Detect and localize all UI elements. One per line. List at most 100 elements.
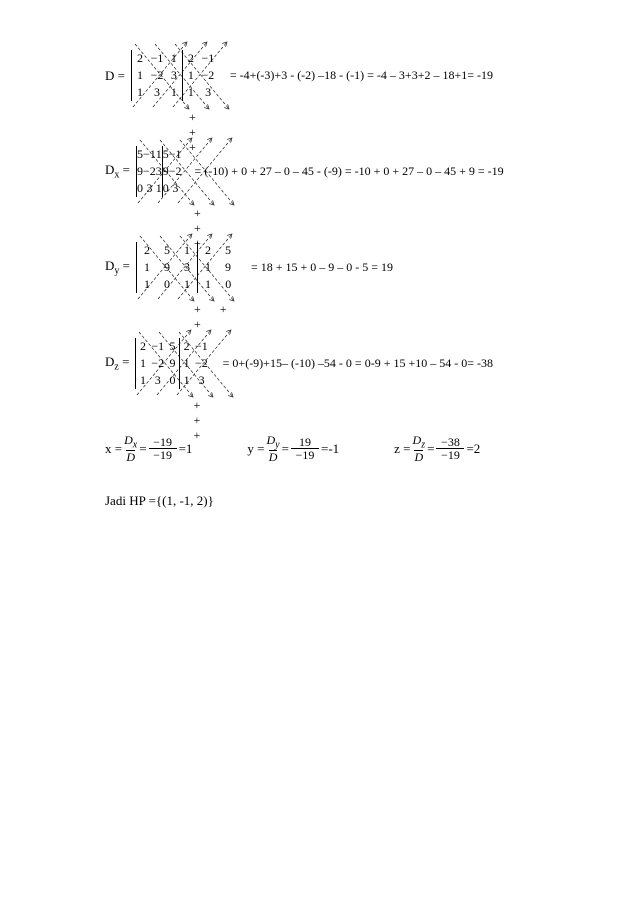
matrix: 2−112−11−231−213113+ + + <box>131 50 218 101</box>
matrix-cell: 5 <box>162 146 169 163</box>
matrix: 251251931910110+ + + <box>136 242 239 293</box>
matrix-cell: 9 <box>166 355 180 372</box>
matrix-cell: 0 <box>162 180 169 197</box>
matrix-cell: −2 <box>193 355 210 372</box>
matrix-cell: 1 <box>177 276 198 293</box>
matrix-cell: −1 <box>143 146 156 163</box>
eq2: = <box>321 441 328 457</box>
matrix-cell: −1 <box>150 338 166 355</box>
matrix-cell: 0 <box>218 276 239 293</box>
matrix-cell: 3 <box>199 84 217 101</box>
frac-num-label: Dz <box>413 434 426 450</box>
matrix-cell: −2 <box>148 67 166 84</box>
matrix-cell: 1 <box>180 355 194 372</box>
y-prefix: y = <box>247 441 264 457</box>
frac-num: −19 <box>149 436 177 448</box>
x-result: 1 <box>186 441 193 457</box>
det-label: Dy = <box>105 258 130 277</box>
y-result: -1 <box>328 441 339 457</box>
matrix-cell: 1 <box>197 276 218 293</box>
det-label: Dx = <box>105 162 130 181</box>
answer-y: y = Dy D = 19 −19 = -1 <box>247 434 339 463</box>
matrix-cell: −1 <box>193 338 210 355</box>
frac-den-label: D <box>126 450 135 463</box>
determinant-Dx: Dx = 5−115−19−239−203103+ + += (-10) + 0… <box>105 146 493 197</box>
matrix-cell: 1 <box>166 50 183 67</box>
matrix-cell: 5 <box>218 242 239 259</box>
frac-dy-d: Dy D <box>267 434 280 463</box>
frac-den: −19 <box>149 448 177 461</box>
matrix-cell: −2 <box>169 163 182 180</box>
matrix-cell: 2 <box>197 242 218 259</box>
final-answer: Jadi HP ={(1, -1, 2)} <box>105 493 493 509</box>
matrix-cell: 5 <box>166 338 180 355</box>
matrix-cell: 3 <box>143 180 156 197</box>
matrix-cell: 2 <box>136 242 157 259</box>
matrix-cell: 3 <box>193 372 210 389</box>
matrix-cell: 1 <box>131 67 148 84</box>
answers-row: x = Dx D = −19 −19 = 1 y = Dy D = 19 − <box>105 434 493 463</box>
page-root: D = 2−112−11−231−213113+ + += -4+(-3)+3 … <box>0 0 513 529</box>
eq1: = <box>282 441 289 457</box>
determinant-container: D = 2−112−11−231−213113+ + += -4+(-3)+3 … <box>105 50 493 389</box>
calc-text: = -4+(-3)+3 - (-2) –18 - (-1) = -4 – 3+3… <box>230 68 493 83</box>
matrix-cell: 1 <box>166 84 183 101</box>
matrix-cell: 1 <box>182 84 199 101</box>
frac-dz-d: Dz D <box>413 434 426 463</box>
eq2: = <box>466 441 473 457</box>
frac-y-val: 19 −19 <box>291 436 319 461</box>
determinant-Dz: Dz = 2−152−11−291−213013+ + += 0+(-9)+15… <box>105 338 493 389</box>
matrix-cell: 2 <box>182 50 199 67</box>
matrix-cell: 3 <box>148 84 166 101</box>
matrix-cell: 3 <box>169 180 182 197</box>
matrix-cell: 3 <box>150 372 166 389</box>
matrix-cell: 1 <box>136 355 150 372</box>
det-label: Dz = <box>105 354 129 373</box>
matrix-cell: 1 <box>180 372 194 389</box>
matrix-cell: 3 <box>177 259 198 276</box>
matrix-cell: 1 <box>136 259 157 276</box>
matrix-cell: 1 <box>156 146 163 163</box>
answer-x: x = Dx D = −19 −19 = 1 <box>105 434 192 463</box>
matrix-cell: 9 <box>218 259 239 276</box>
eq1: = <box>427 441 434 457</box>
matrix-cell: 1 <box>136 276 157 293</box>
matrix-cell: 1 <box>131 84 148 101</box>
det-label: D = <box>105 68 125 84</box>
plus-signs: + + + <box>193 398 210 443</box>
calc-text: = (-10) + 0 + 27 – 0 – 45 - (-9) = -10 +… <box>195 164 504 179</box>
matrix-cell: 1 <box>156 180 163 197</box>
matrix-cell: 1 <box>182 67 199 84</box>
z-result: 2 <box>474 441 481 457</box>
matrix-cell: −1 <box>199 50 217 67</box>
eq1: = <box>139 441 146 457</box>
determinant-D: D = 2−112−11−231−213113+ + + = -4+(-3)+3 … <box>105 50 493 101</box>
frac-den-label: D <box>414 450 423 463</box>
matrix-cell: 3 <box>156 163 163 180</box>
matrix-cell: −2 <box>199 67 217 84</box>
plus-signs: + + + <box>194 302 239 332</box>
matrix-cell: 0 <box>166 372 180 389</box>
matrix-cell: 1 <box>197 259 218 276</box>
frac-dx-d: Dx D <box>124 434 137 463</box>
matrix-cell: 2 <box>131 50 148 67</box>
matrix-cell: −2 <box>143 163 156 180</box>
frac-den: −19 <box>291 448 319 461</box>
frac-z-val: −38 −19 <box>436 436 464 461</box>
matrix-cell: 0 <box>157 276 177 293</box>
calc-text: = 0+(-9)+15– (-10) –54 - 0 = 0-9 + 15 +1… <box>223 356 493 371</box>
determinant-Dy: Dy = 251251931910110+ + += 18 + 15 + 0 –… <box>105 242 493 293</box>
matrix-cell: 1 <box>136 372 150 389</box>
answer-z: z = Dz D = −38 −19 = 2 <box>394 434 480 463</box>
x-prefix: x = <box>105 441 122 457</box>
matrix-cell: 2 <box>180 338 194 355</box>
matrix-cell: 2 <box>136 338 150 355</box>
matrix-cell: 3 <box>166 67 183 84</box>
calc-text: = 18 + 15 + 0 – 9 – 0 - 5 = 19 <box>251 260 393 275</box>
matrix: 2−152−11−291−213013+ + + <box>135 338 210 389</box>
frac-den: −19 <box>436 448 464 461</box>
frac-x-val: −19 −19 <box>149 436 177 461</box>
frac-num-label: Dy <box>267 434 280 450</box>
frac-den-label: D <box>269 450 278 463</box>
eq2: = <box>179 441 186 457</box>
